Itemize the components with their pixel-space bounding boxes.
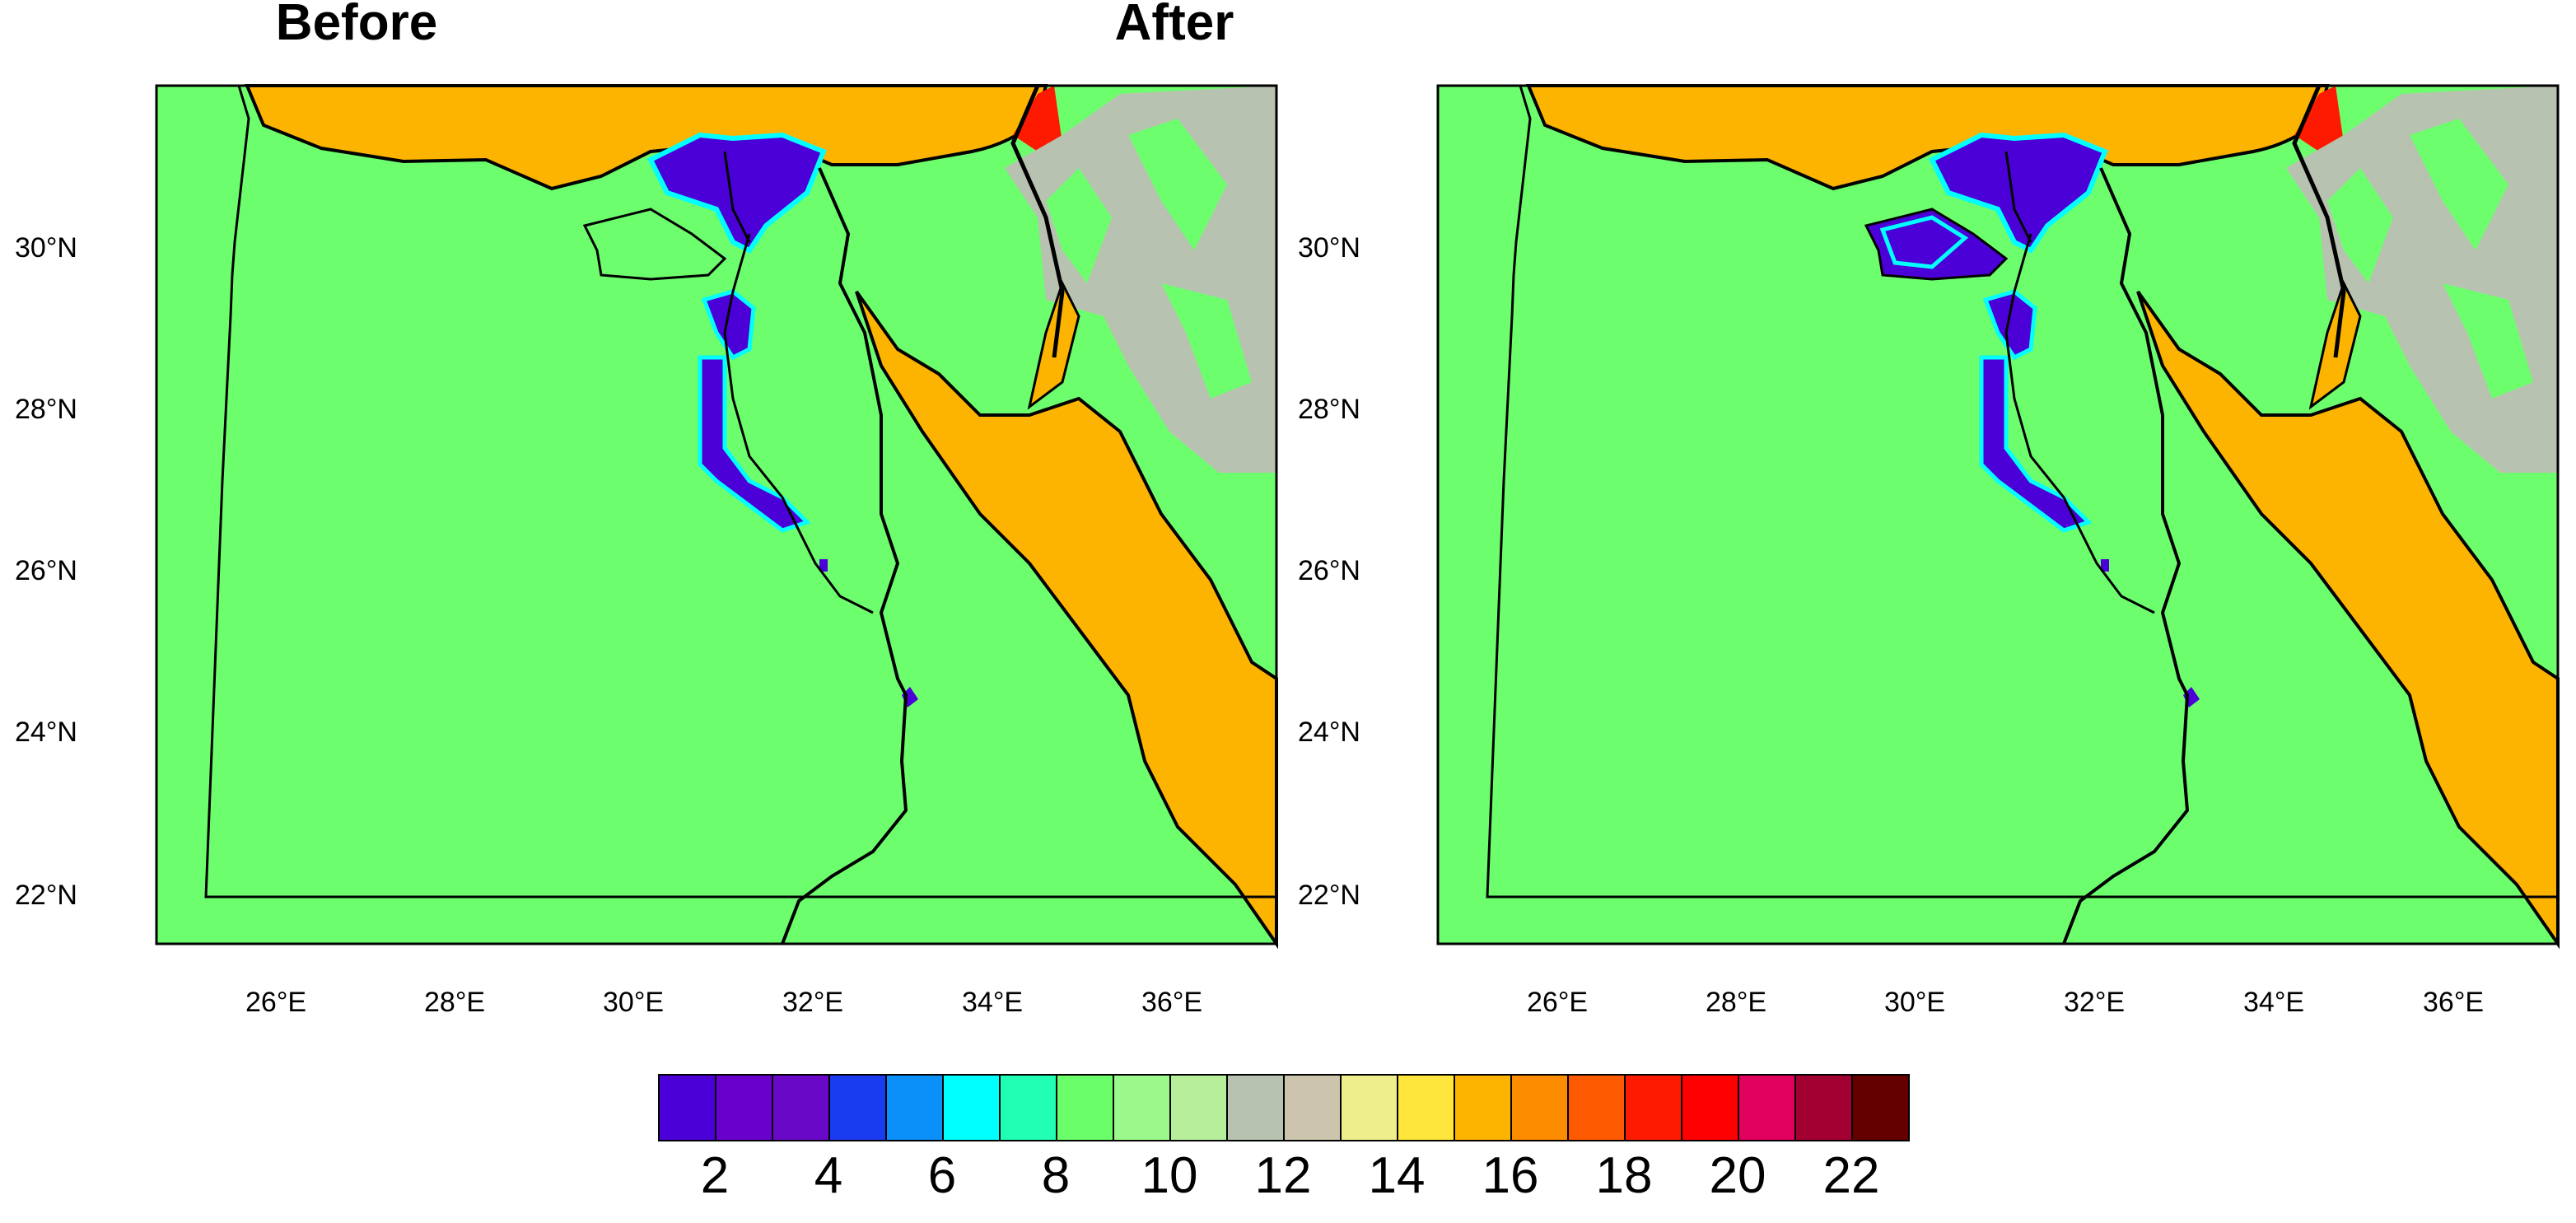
colorbar xyxy=(658,1074,1910,1141)
colorbar-label-8: 8 xyxy=(1041,1147,1071,1204)
colorbar-swatch xyxy=(1510,1074,1569,1141)
colorbar-swatch xyxy=(1056,1074,1114,1141)
after-lat-26: 26°N xyxy=(1298,555,1360,586)
colorbar-label-14: 14 xyxy=(1368,1147,1426,1204)
before-lon-30: 30°E xyxy=(603,987,665,1018)
after-lat-28: 28°N xyxy=(1298,394,1360,425)
before-lat-28: 28°N xyxy=(15,394,77,425)
colorbar-swatch xyxy=(1340,1074,1398,1141)
colorbar-swatch xyxy=(1397,1074,1455,1141)
before-title: Before xyxy=(275,0,438,51)
colorbar-swatch xyxy=(1567,1074,1626,1141)
before-lon-26: 26°E xyxy=(245,987,307,1018)
before-lat-26: 26°N xyxy=(15,555,77,586)
colorbar-swatch xyxy=(1681,1074,1739,1141)
colorbar-label-22: 22 xyxy=(1822,1147,1880,1204)
colorbar-swatch xyxy=(715,1074,773,1141)
before-lat-24: 24°N xyxy=(15,717,77,748)
before-map xyxy=(156,86,1276,944)
colorbar-swatch xyxy=(885,1074,944,1141)
colorbar-label-4: 4 xyxy=(814,1147,843,1204)
colorbar-swatch xyxy=(772,1074,830,1141)
colorbar-label-16: 16 xyxy=(1482,1147,1539,1204)
after-lon-30: 30°E xyxy=(1884,987,1946,1018)
colorbar-label-2: 2 xyxy=(700,1147,730,1204)
after-lon-34: 34°E xyxy=(2243,987,2305,1018)
before-lon-34: 34°E xyxy=(962,987,1024,1018)
colorbar-label-6: 6 xyxy=(927,1147,957,1204)
before-lat-22: 22°N xyxy=(15,880,77,911)
before-lon-36: 36°E xyxy=(1141,987,1203,1018)
colorbar-swatch xyxy=(1738,1074,1796,1141)
colorbar-swatch xyxy=(1454,1074,1512,1141)
colorbar-label-10: 10 xyxy=(1141,1147,1198,1204)
colorbar-swatch xyxy=(942,1074,1001,1141)
after-lon-28: 28°E xyxy=(1706,987,1767,1018)
colorbar-swatch xyxy=(1624,1074,1682,1141)
after-lat-24: 24°N xyxy=(1298,717,1360,748)
colorbar-swatch xyxy=(828,1074,887,1141)
before-lon-28: 28°E xyxy=(424,987,486,1018)
colorbar-swatch xyxy=(999,1074,1057,1141)
colorbar-label-18: 18 xyxy=(1595,1147,1653,1204)
after-lat-30: 30°N xyxy=(1298,232,1360,264)
after-lon-32: 32°E xyxy=(2064,987,2126,1018)
after-title: After xyxy=(1114,0,1234,51)
colorbar-swatch xyxy=(1169,1074,1228,1141)
colorbar-swatch xyxy=(658,1074,716,1141)
colorbar-swatch xyxy=(1794,1074,1853,1141)
after-lon-36: 36°E xyxy=(2423,987,2485,1018)
colorbar-label-12: 12 xyxy=(1254,1147,1312,1204)
before-lon-32: 32°E xyxy=(782,987,844,1018)
colorbar-swatch xyxy=(1283,1074,1342,1141)
colorbar-swatch xyxy=(1113,1074,1171,1141)
before-lat-30: 30°N xyxy=(15,232,77,264)
after-lon-26: 26°E xyxy=(1527,987,1589,1018)
colorbar-swatch xyxy=(1851,1074,1910,1141)
colorbar-label-20: 20 xyxy=(1709,1147,1766,1204)
after-map xyxy=(1438,86,2558,944)
after-lat-22: 22°N xyxy=(1298,880,1360,911)
colorbar-swatch xyxy=(1226,1074,1285,1141)
